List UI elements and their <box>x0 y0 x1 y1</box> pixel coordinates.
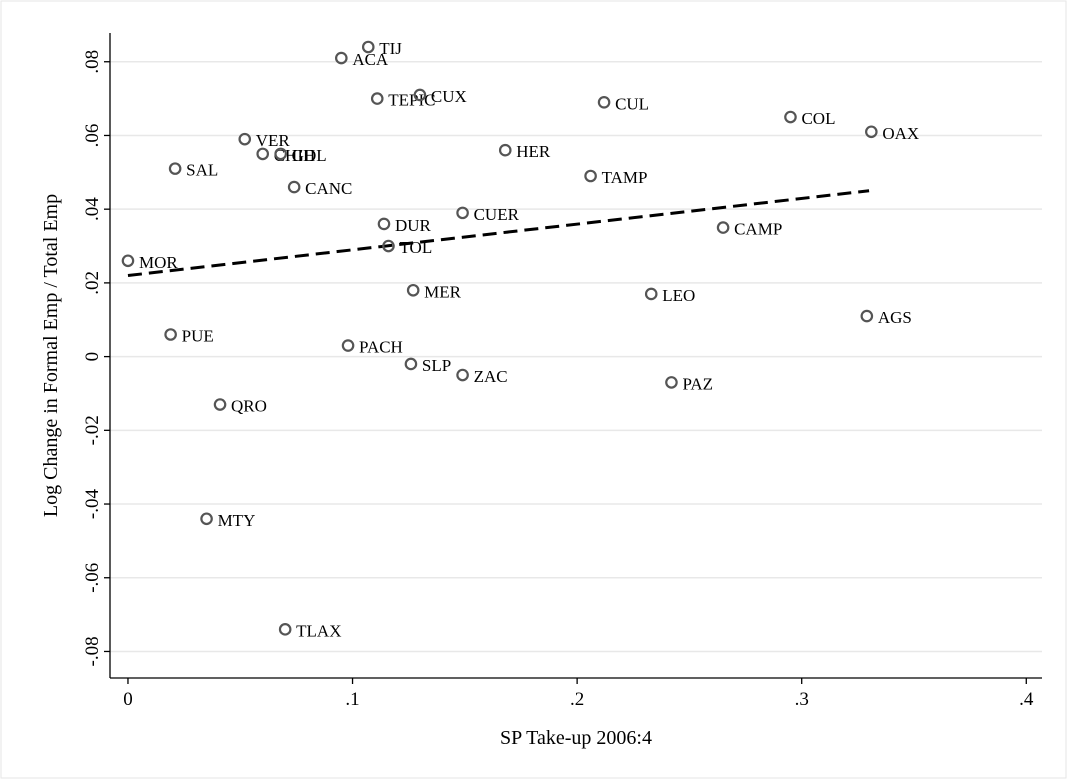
point-label: MER <box>424 282 462 301</box>
data-point <box>168 162 182 175</box>
y-tick-label: 0 <box>82 352 103 362</box>
data-point <box>256 147 270 161</box>
data-point <box>498 143 512 157</box>
point-label: TOL <box>399 238 432 257</box>
data-point <box>404 357 418 371</box>
y-tick-label: .06 <box>82 124 103 148</box>
data-point <box>370 92 384 105</box>
x-tick-label: .2 <box>570 689 584 710</box>
x-tick-label: .1 <box>345 689 359 710</box>
data-point <box>456 206 469 220</box>
point-label: LEO <box>662 286 695 305</box>
data-point <box>278 623 292 636</box>
data-point <box>335 51 348 65</box>
point-label: TAMP <box>602 168 648 187</box>
point-label: TEPIC <box>388 91 435 110</box>
x-tick-label: .4 <box>1019 689 1034 710</box>
point-label: VER <box>256 131 291 150</box>
point-label: DUR <box>395 216 432 235</box>
data-point <box>382 239 395 253</box>
point-label: TLAX <box>296 621 341 640</box>
point-label: AGS <box>878 308 912 327</box>
y-tick-label: -.02 <box>82 415 103 445</box>
point-label: TIJ <box>379 39 402 58</box>
y-tick-label: -.08 <box>82 636 103 666</box>
point-label: CUL <box>615 94 649 113</box>
data-point <box>121 254 135 268</box>
data-point <box>287 180 301 194</box>
point-label: GDL <box>292 146 327 165</box>
point-label: OAX <box>882 124 919 143</box>
data-point <box>361 40 375 54</box>
point-label: MOR <box>139 253 178 272</box>
point-label: QRO <box>231 397 267 416</box>
data-point <box>164 328 177 341</box>
axes: -.08 -.06 -.04 -.02 0 .02 .04 .06 .08 0 .1 .2 .3 .4 <box>82 33 1042 710</box>
point-label: MTY <box>218 511 256 530</box>
y-tick-label: .02 <box>82 271 103 295</box>
data-point <box>597 95 611 109</box>
data-point <box>274 147 287 161</box>
data-point <box>865 125 878 139</box>
data-point <box>665 376 678 389</box>
point-label: PUE <box>182 326 214 345</box>
fit-line-group <box>127 189 870 278</box>
point-label: ZAC <box>474 367 508 386</box>
point-label: ACA <box>352 50 389 69</box>
fit-line <box>127 189 870 278</box>
x-axis-title: SP Take-up 2006:4 <box>500 727 652 749</box>
y-tick-label: .08 <box>82 50 103 74</box>
point-label: CUER <box>474 205 520 224</box>
data-point <box>413 88 427 102</box>
y-tick-label: -.06 <box>82 563 103 593</box>
data-point <box>584 169 597 183</box>
data-point <box>377 217 391 231</box>
x-tick-label: .3 <box>795 689 809 710</box>
data-point <box>341 339 355 352</box>
point-label: CANC <box>305 179 352 198</box>
data-point <box>456 368 469 382</box>
data-point <box>238 132 252 146</box>
data-point <box>644 287 658 301</box>
point-label: COL <box>801 109 835 128</box>
y-tick-label: -.04 <box>82 488 103 519</box>
point-label: PAZ <box>682 374 713 393</box>
x-tick-label: 0 <box>123 689 133 710</box>
point-label: CUX <box>431 87 467 106</box>
y-axis-title: Log Change in Formal Emp / Total Emp <box>40 194 62 517</box>
point-label: SAL <box>186 161 218 180</box>
point-label: PACH <box>359 338 403 357</box>
data-point <box>784 110 797 124</box>
point-label: CAMP <box>734 220 782 239</box>
data-point <box>716 221 730 234</box>
y-tick-label: .04 <box>82 197 103 221</box>
grid-lines <box>110 60 1042 653</box>
point-label: HER <box>516 142 551 161</box>
data-point <box>200 512 213 526</box>
data-point <box>213 398 227 411</box>
data-point <box>406 283 420 297</box>
data-point <box>860 309 874 323</box>
point-label: SLP <box>422 356 451 375</box>
